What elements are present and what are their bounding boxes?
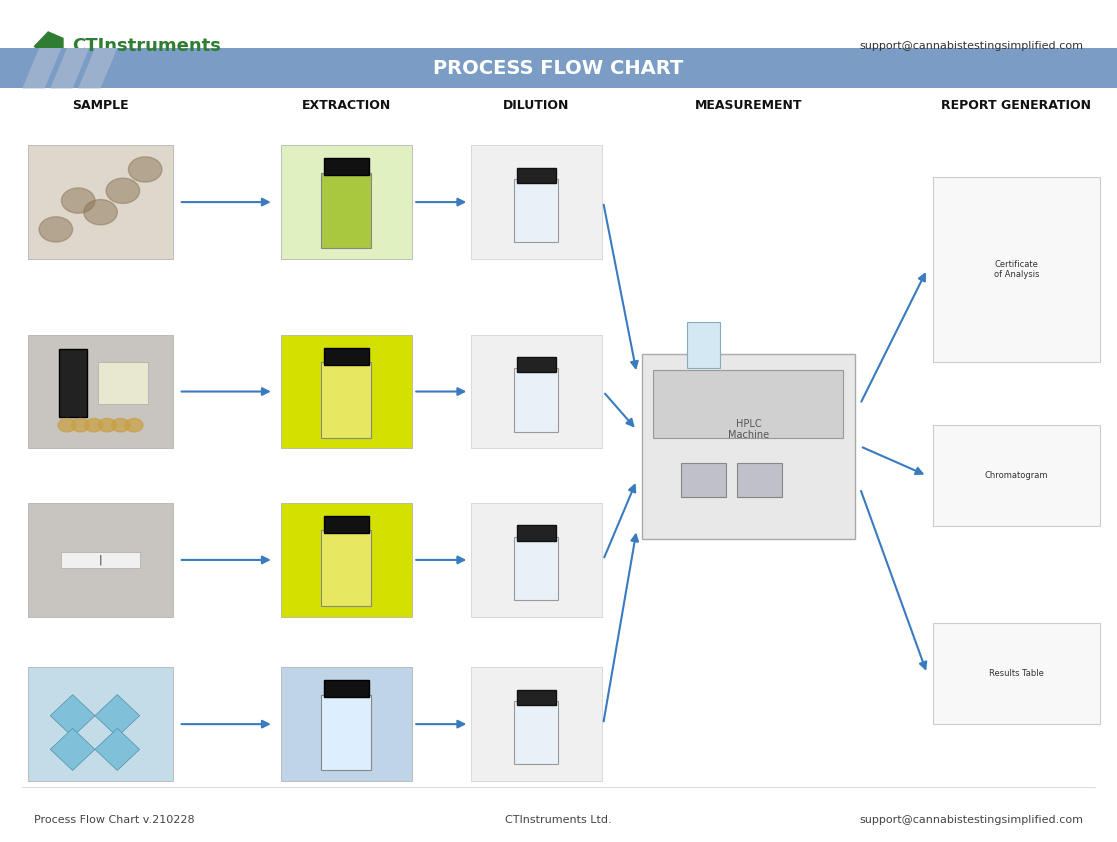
Bar: [933, 623, 1100, 724]
Bar: [653, 370, 843, 438]
Circle shape: [98, 418, 116, 432]
Bar: [514, 179, 558, 242]
Bar: [281, 667, 411, 781]
Text: REPORT GENERATION: REPORT GENERATION: [942, 99, 1091, 112]
Bar: [516, 525, 556, 541]
Bar: [322, 695, 371, 770]
Bar: [471, 504, 601, 616]
Text: |: |: [98, 555, 103, 565]
Bar: [98, 362, 147, 404]
Text: PROCESS FLOW CHART: PROCESS FLOW CHART: [433, 59, 684, 77]
Circle shape: [128, 198, 162, 223]
Bar: [59, 349, 87, 417]
Polygon shape: [34, 31, 64, 61]
Polygon shape: [50, 695, 95, 737]
Text: support@cannabistestingsimplified.com: support@cannabistestingsimplified.com: [859, 41, 1083, 51]
Bar: [281, 146, 411, 259]
Bar: [737, 463, 782, 497]
Circle shape: [39, 206, 73, 232]
Bar: [28, 335, 173, 448]
Bar: [324, 516, 369, 533]
Circle shape: [71, 418, 89, 432]
Polygon shape: [22, 48, 61, 88]
Bar: [28, 667, 173, 781]
Circle shape: [84, 185, 117, 210]
Bar: [516, 168, 556, 183]
Text: Results Table: Results Table: [989, 669, 1044, 678]
Bar: [681, 463, 726, 497]
Polygon shape: [50, 728, 95, 770]
Bar: [281, 335, 411, 448]
Text: EXTRACTION: EXTRACTION: [302, 99, 391, 112]
Bar: [322, 362, 371, 438]
Bar: [687, 322, 720, 369]
Polygon shape: [78, 48, 117, 88]
Bar: [933, 425, 1100, 526]
Circle shape: [112, 418, 130, 432]
Polygon shape: [95, 695, 140, 737]
Text: Process Flow Chart v.210228: Process Flow Chart v.210228: [34, 815, 194, 825]
Circle shape: [85, 418, 103, 432]
Circle shape: [106, 169, 140, 195]
Text: MEASUREMENT: MEASUREMENT: [695, 99, 802, 112]
Bar: [0, 48, 1117, 88]
Circle shape: [58, 418, 76, 432]
Bar: [516, 357, 556, 372]
Bar: [322, 530, 371, 606]
Bar: [642, 354, 855, 539]
Circle shape: [125, 418, 143, 432]
Polygon shape: [95, 728, 140, 770]
Bar: [471, 335, 601, 448]
Bar: [471, 667, 601, 781]
Bar: [281, 504, 411, 616]
Text: support@cannabistestingsimplified.com: support@cannabistestingsimplified.com: [859, 815, 1083, 825]
Bar: [324, 348, 369, 365]
Bar: [28, 146, 173, 259]
Bar: [514, 701, 558, 765]
Text: SAMPLE: SAMPLE: [73, 99, 128, 112]
Text: Certificate
of Analysis: Certificate of Analysis: [994, 259, 1039, 280]
Bar: [514, 537, 558, 600]
Text: CTInstruments: CTInstruments: [73, 37, 221, 56]
Circle shape: [61, 184, 95, 210]
Text: Chromatogram: Chromatogram: [985, 472, 1048, 480]
Bar: [324, 158, 369, 175]
Bar: [514, 369, 558, 431]
Polygon shape: [50, 48, 89, 88]
Text: HPLC
Machine: HPLC Machine: [728, 418, 768, 440]
Bar: [61, 552, 140, 568]
Bar: [933, 177, 1100, 362]
Bar: [322, 173, 371, 248]
Bar: [471, 146, 601, 259]
Bar: [516, 690, 556, 705]
Bar: [28, 504, 173, 616]
Bar: [324, 680, 369, 697]
Text: CTInstruments Ltd.: CTInstruments Ltd.: [505, 815, 612, 825]
Text: DILUTION: DILUTION: [503, 99, 570, 112]
